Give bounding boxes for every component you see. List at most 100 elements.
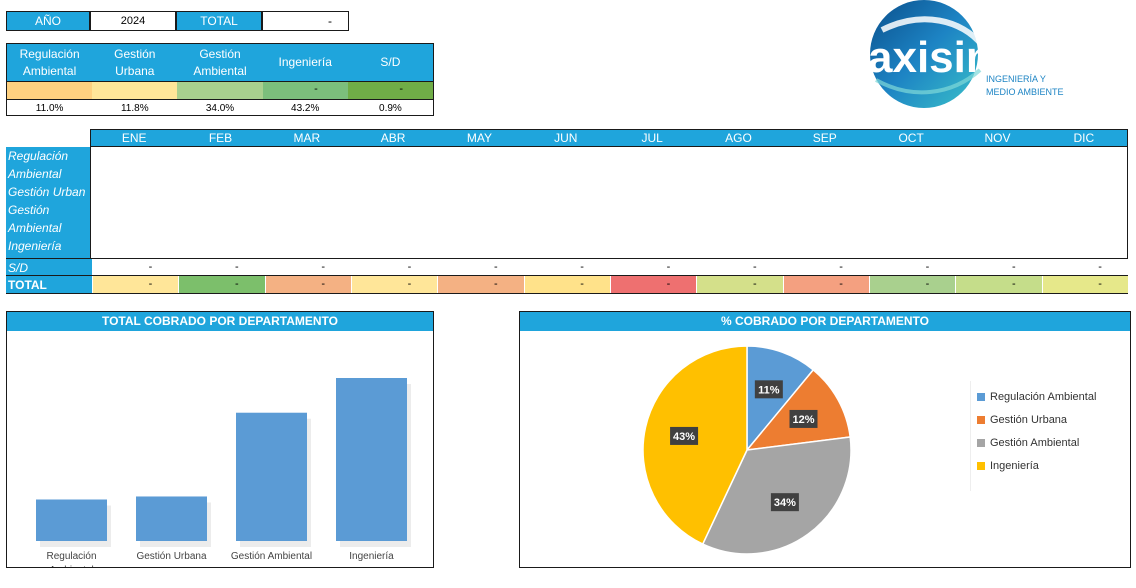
total-label: TOTAL bbox=[176, 11, 262, 31]
total-cell: - bbox=[696, 276, 783, 293]
sd-cell: - bbox=[1011, 261, 1016, 273]
sd-cell: - bbox=[580, 261, 584, 273]
summary-pct-0: 11.0% bbox=[35, 103, 64, 114]
pie-label-bg bbox=[789, 409, 818, 428]
bar-category-label: Ambiental bbox=[49, 565, 93, 567]
bar-category-label: Ingeniería bbox=[349, 551, 394, 562]
sd-cell: - bbox=[234, 261, 239, 273]
legend-label: Regulación Ambiental bbox=[990, 390, 1097, 403]
total-cell: - bbox=[264, 276, 351, 293]
summary-header-3: Ingeniería bbox=[263, 44, 348, 81]
month-header-mar: MAR bbox=[293, 131, 321, 145]
sd-cell: - bbox=[1098, 261, 1102, 273]
summary-header-0: Regulación Ambiental bbox=[7, 44, 92, 81]
month-header-sep: SEP bbox=[812, 131, 837, 145]
total-cell: - bbox=[437, 276, 524, 293]
row-label-1: Ambiental bbox=[8, 167, 62, 181]
sd-cell: - bbox=[407, 261, 412, 273]
summary-header-line2: Urbana bbox=[115, 63, 155, 78]
pie-data-label: 11% bbox=[758, 384, 780, 396]
pie-legend: Regulación Ambiental Gestión Urbana Gestió… bbox=[970, 381, 1110, 491]
pie-chart: 11% 12% 34% 43% bbox=[642, 345, 852, 555]
year-label: AÑO bbox=[6, 11, 90, 31]
summary-header-1: Gestión Urbana bbox=[92, 44, 177, 81]
summary-header-line1: Gestión bbox=[114, 46, 156, 61]
bar-2 bbox=[236, 412, 307, 541]
legend-item: Ingeniería bbox=[971, 454, 1110, 477]
total-cell: - bbox=[523, 276, 610, 293]
department-row-labels: Regulación Ambiental Gestión Urban Gestión A… bbox=[6, 147, 90, 258]
total-cell: - bbox=[92, 276, 179, 293]
summary-swatch-2 bbox=[177, 82, 263, 99]
logo-line2: MEDIO AMBIENTE bbox=[986, 87, 1064, 97]
summary-header-line1: Ingeniería bbox=[278, 55, 332, 69]
summary-value: - bbox=[399, 83, 404, 95]
bar-chart-panel: TOTAL COBRADO POR DEPARTAMENTO Regulació… bbox=[6, 311, 434, 568]
total-cell: - bbox=[178, 276, 265, 293]
total-cell: - bbox=[1041, 276, 1128, 293]
months-header-row: ENE FEB MAR ABR MAY JUN JUL AGO SEP OCT NOV DIC bbox=[90, 129, 1128, 147]
pie-slice-1 bbox=[745, 368, 852, 451]
month-header-jun: JUN bbox=[554, 131, 578, 145]
total-cell: - bbox=[782, 276, 869, 293]
row-label-5: Ingeniería bbox=[8, 239, 62, 253]
total-value: - bbox=[262, 11, 349, 31]
month-header-dic: DIC bbox=[1073, 131, 1095, 145]
summary-swatch-0 bbox=[7, 82, 93, 99]
pie-data-label: 34% bbox=[774, 497, 796, 509]
month-header-nov: NOV bbox=[984, 131, 1011, 145]
summary-header-line1: Gestión bbox=[199, 46, 241, 61]
bar-3 bbox=[336, 378, 407, 541]
bar-1 bbox=[136, 496, 207, 541]
summary-header-line1: S/D bbox=[380, 55, 401, 69]
pie-label-bg bbox=[754, 380, 783, 399]
month-header-may: MAY bbox=[466, 131, 493, 145]
monthly-table: ENE FEB MAR ABR MAY JUN JUL AGO SEP OCT NOV DIC Reg… bbox=[6, 129, 1128, 294]
total-cell: - bbox=[868, 276, 956, 293]
legend-swatch bbox=[977, 438, 985, 447]
total-cell: - bbox=[609, 276, 697, 293]
total-cell: - bbox=[350, 276, 438, 293]
year-input[interactable]: 2024 bbox=[90, 11, 176, 31]
summary-header-2: Gestión Ambiental bbox=[177, 44, 262, 81]
sd-cell: - bbox=[321, 261, 325, 273]
summary-header-4: S/D bbox=[348, 44, 433, 81]
sd-cell: - bbox=[493, 261, 498, 273]
legend-swatch bbox=[977, 392, 985, 401]
legend-label: Gestión Ambiental bbox=[990, 436, 1080, 449]
bar-category-label: Gestión Ambiental bbox=[231, 551, 312, 562]
sd-cell: - bbox=[752, 261, 757, 273]
legend-item: Gestión Ambiental bbox=[971, 431, 1110, 454]
logo-brand-text: axisima bbox=[868, 33, 1030, 82]
pie-chart-panel: % COBRADO POR DEPARTAMENTO 11% 12% 34% 43% … bbox=[519, 311, 1131, 568]
department-summary-table: Regulación Ambiental Gestión Urbana Gestión A… bbox=[6, 43, 434, 116]
summary-header-line2: Ambiental bbox=[193, 63, 247, 78]
axisima-logo: axisima INGENIERÍA Y MEDIO AMBIENTE bbox=[862, 0, 1092, 110]
bar-category-label: Regulación bbox=[46, 551, 96, 562]
row-label-2: Gestión Urban bbox=[8, 185, 86, 199]
legend-swatch bbox=[977, 461, 985, 470]
pie-data-label: 43% bbox=[673, 431, 695, 443]
monthly-data-area bbox=[90, 147, 1128, 258]
legend-swatch bbox=[977, 415, 985, 424]
bar-category-label: Gestión Urbana bbox=[136, 551, 206, 562]
pie-data-label: 12% bbox=[792, 414, 814, 426]
summary-swatch-4: - bbox=[347, 82, 434, 99]
sd-cell: - bbox=[148, 261, 153, 273]
total-cell: - bbox=[955, 276, 1042, 293]
sd-row-label: S/D bbox=[6, 259, 92, 275]
bar-chart-title: TOTAL COBRADO POR DEPARTAMENTO bbox=[7, 312, 433, 331]
month-header-feb: FEB bbox=[208, 131, 233, 145]
bar-chart: Regulación Ambiental Gestión Urbana Gestión… bbox=[36, 378, 411, 567]
month-header-ago: AGO bbox=[725, 131, 752, 145]
pie-slice-3 bbox=[642, 345, 748, 546]
row-label-3: Gestión bbox=[8, 203, 50, 217]
sd-cell: - bbox=[839, 261, 843, 273]
summary-pct-4: 0.9% bbox=[379, 103, 402, 114]
row-label-4: Ambiental bbox=[8, 221, 62, 235]
month-header-ene: ENE bbox=[121, 131, 147, 145]
month-header-oct: OCT bbox=[898, 131, 924, 145]
legend-item: Gestión Urbana bbox=[971, 408, 1110, 431]
sd-cell: - bbox=[666, 261, 671, 273]
sd-row: S/D - - - - - - - - - - - - bbox=[6, 258, 1128, 276]
